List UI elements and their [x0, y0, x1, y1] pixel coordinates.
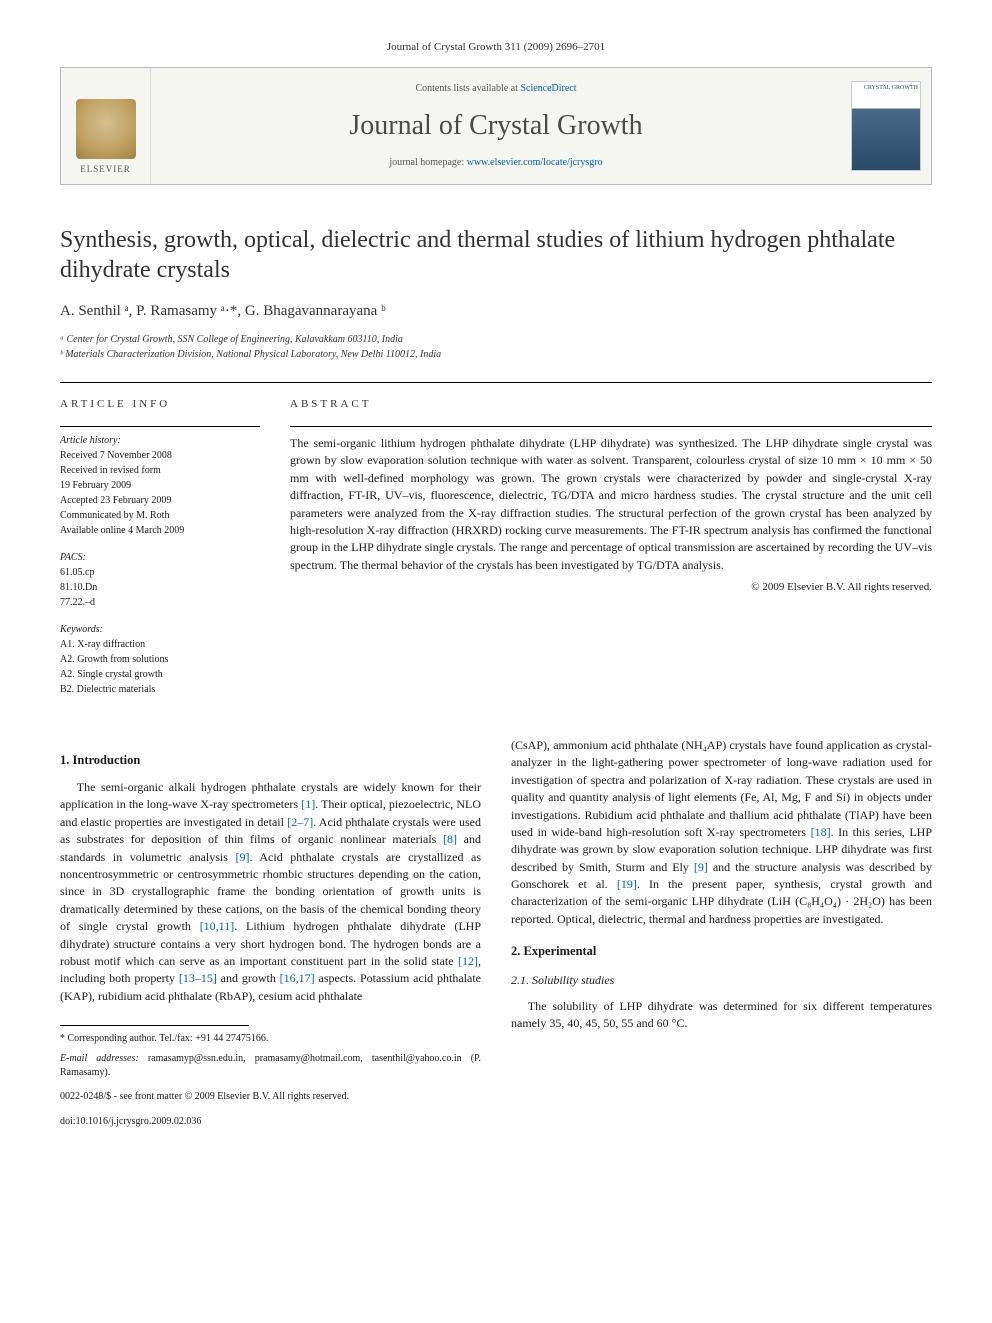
info-abstract-row: ARTICLE INFO Article history: Received 7…: [60, 382, 932, 697]
abstract-text: The semi-organic lithium hydrogen phthal…: [290, 426, 932, 574]
pacs-label: PACS:: [60, 550, 260, 565]
affiliation-a: ᵃ Center for Crystal Growth, SSN College…: [60, 332, 932, 347]
keyword: B2. Dielectric materials: [60, 682, 260, 697]
abstract-copyright: © 2009 Elsevier B.V. All rights reserved…: [290, 580, 932, 595]
pacs-block: PACS: 61.05.cp 81.10.Dn 77.22.–d: [60, 550, 260, 610]
keywords-block: Keywords: A1. X-ray diffraction A2. Grow…: [60, 622, 260, 697]
article-history-block: Article history: Received 7 November 200…: [60, 426, 260, 538]
history-line: Accepted 23 February 2009: [60, 493, 260, 508]
contents-prefix: Contents lists available at: [415, 83, 520, 94]
journal-name: Journal of Crystal Growth: [161, 106, 831, 145]
author-list: A. Senthil ᵃ, P. Ramasamy ᵃ·*, G. Bhagav…: [60, 301, 932, 322]
history-line: Available online 4 March 2009: [60, 523, 260, 538]
section-1-para-2: (CsAP), ammonium acid phthalate (NH₄AP) …: [511, 737, 932, 928]
abstract-head: ABSTRACT: [290, 397, 932, 412]
keyword: A2. Growth from solutions: [60, 652, 260, 667]
front-matter-line: 0022-0248/$ - see front matter © 2009 El…: [60, 1090, 481, 1105]
footnote-rule: [60, 1025, 249, 1026]
history-label: Article history:: [60, 433, 260, 448]
elsevier-tree-icon: [76, 99, 136, 159]
affiliation-b: ᵇ Materials Characterization Division, N…: [60, 347, 932, 362]
banner-center: Contents lists available at ScienceDirec…: [151, 68, 841, 183]
keywords-label: Keywords:: [60, 622, 260, 637]
affiliations: ᵃ Center for Crystal Growth, SSN College…: [60, 332, 932, 362]
cover-thumbnail-block: CRYSTAL GROWTH: [841, 68, 931, 183]
keyword: A1. X-ray diffraction: [60, 637, 260, 652]
body-two-column: 1. Introduction The semi-organic alkali …: [60, 737, 932, 1129]
running-header: Journal of Crystal Growth 311 (2009) 269…: [60, 40, 932, 55]
section-2-1-head: 2.1. Solubility studies: [511, 972, 932, 989]
pacs-code: 81.10.Dn: [60, 580, 260, 595]
pacs-code: 77.22.–d: [60, 595, 260, 610]
sciencedirect-link[interactable]: ScienceDirect: [520, 83, 576, 94]
section-1-head: 1. Introduction: [60, 751, 481, 769]
homepage-prefix: journal homepage:: [389, 157, 466, 168]
history-line: Received 7 November 2008: [60, 448, 260, 463]
contents-available-line: Contents lists available at ScienceDirec…: [161, 82, 831, 96]
journal-homepage-link[interactable]: www.elsevier.com/locate/jcrysgro: [467, 157, 603, 168]
article-info-column: ARTICLE INFO Article history: Received 7…: [60, 397, 260, 697]
section-2-head: 2. Experimental: [511, 942, 932, 960]
journal-banner: ELSEVIER Contents lists available at Sci…: [60, 67, 932, 184]
doi-line: doi:10.1016/j.jcrysgro.2009.02.036: [60, 1115, 481, 1130]
history-line: 19 February 2009: [60, 478, 260, 493]
page-container: Journal of Crystal Growth 311 (2009) 269…: [0, 0, 992, 1169]
article-title: Synthesis, growth, optical, dielectric a…: [60, 225, 932, 285]
pacs-code: 61.05.cp: [60, 565, 260, 580]
keyword: A2. Single crystal growth: [60, 667, 260, 682]
homepage-line: journal homepage: www.elsevier.com/locat…: [161, 156, 831, 170]
email-label: E-mail addresses:: [60, 1053, 139, 1064]
history-line: Communicated by M. Roth: [60, 508, 260, 523]
email-footnote: E-mail addresses: ramasamyp@ssn.edu.in, …: [60, 1052, 481, 1080]
section-2-1-para-1: The solubility of LHP dihydrate was dete…: [511, 998, 932, 1033]
section-1-para-1: The semi-organic alkali hydrogen phthala…: [60, 779, 481, 1005]
history-line: Received in revised form: [60, 463, 260, 478]
publisher-logo-block: ELSEVIER: [61, 68, 151, 183]
abstract-column: ABSTRACT The semi-organic lithium hydrog…: [290, 397, 932, 697]
journal-cover-icon: CRYSTAL GROWTH: [851, 81, 921, 171]
article-info-head: ARTICLE INFO: [60, 397, 260, 412]
corresponding-author-note: * Corresponding author. Tel./fax: +91 44…: [60, 1032, 481, 1046]
elsevier-label: ELSEVIER: [80, 163, 131, 176]
